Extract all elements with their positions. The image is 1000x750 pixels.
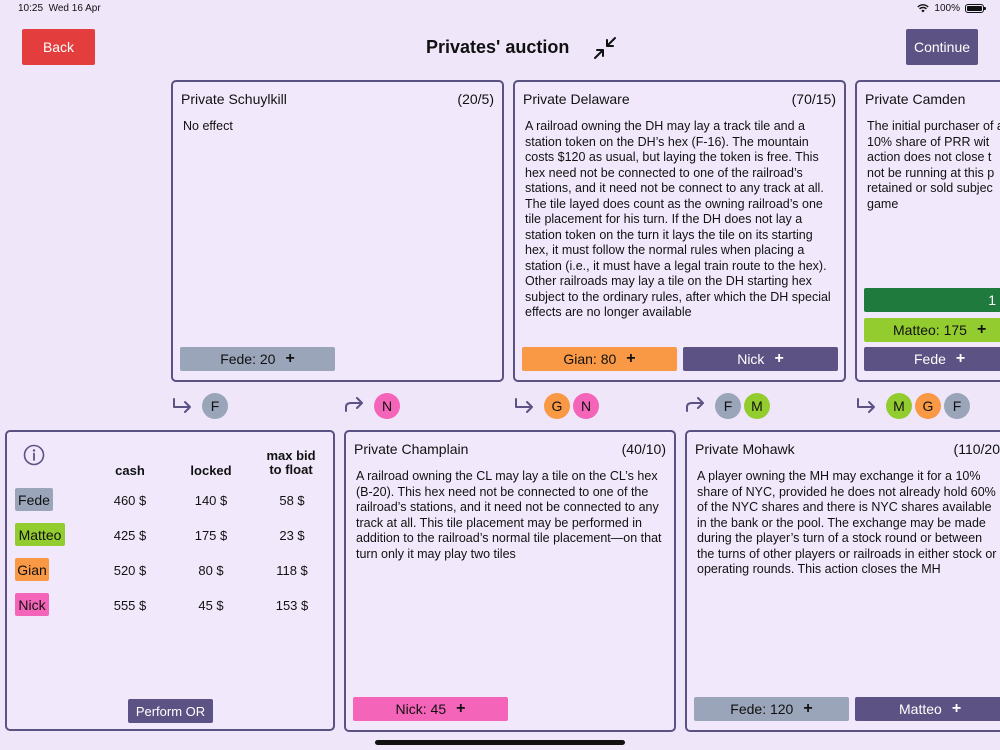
card-header: Private Champlain (40/10) [354,441,666,457]
bid-button-fede[interactable]: Fede: 20 + [180,347,335,371]
locked-value: 80 $ [198,563,224,578]
player-name-gian: Gian [15,558,49,581]
player-token: F [715,393,741,419]
cash-value: 425 $ [113,528,147,543]
private-value: (40/10) [621,441,666,457]
bid-button-matteo[interactable]: Matteo: 175 + [864,318,1000,342]
private-description: The initial purchaser of a 10% share of … [867,119,1000,211]
players-panel: cash locked max bid to float Fede 460 $ … [5,430,335,731]
cash-value: 460 $ [113,493,147,508]
plus-icon: + [951,700,962,717]
private-name: Private Camden [865,91,966,107]
maxbid-value: 23 $ [279,528,305,543]
private-card-mohawk: Private Mohawk (110/20 A player owning t… [685,430,1000,732]
card-header: Private Delaware (70/15) [523,91,836,107]
turn-order-arrow-icon [686,397,704,412]
maxbid-value: 58 $ [279,493,305,508]
player-name-matteo: Matteo [15,523,65,546]
info-icon[interactable] [23,444,45,466]
private-name: Private Champlain [354,441,469,457]
private-card-camden: Private Camden The initial purchaser of … [855,80,1000,382]
header-cash: cash [115,463,145,478]
header-locked: locked [190,463,232,478]
turn-order-arrow-icon [173,398,191,413]
back-button[interactable]: Back [22,29,95,65]
status-time: 10:25 Wed 16 Apr [18,3,101,14]
plus-icon: + [955,350,966,367]
bid-label: Fede: 20 [220,351,276,367]
header-maxbid: max bid to float [266,448,316,477]
battery-icon [965,4,986,13]
turn-order-arrow-icon [345,397,363,412]
card-header: Private Camden [865,91,992,107]
turn-order-arrow-icon [515,398,533,413]
private-description: A railroad owning the CL may lay a tile … [356,469,662,561]
continue-button[interactable]: Continue [906,29,978,65]
bid-button-matteo[interactable]: Matteo + [855,697,1000,721]
plus-icon: + [803,700,813,717]
bid-button-gian[interactable]: Gian: 80 + [522,347,677,371]
player-name-fede: Fede [15,488,53,511]
bid-label: Matteo [899,701,942,717]
private-card-delaware: Private Delaware (70/15) A railroad owni… [513,80,846,382]
status-right: 100% [917,3,986,14]
perform-or-button[interactable]: Perform OR [128,699,213,723]
battery-percent: 100% [934,3,960,14]
player-token: G [915,393,941,419]
page-title: Privates' auction [426,37,570,57]
private-description: A railroad owning the DH may lay a track… [525,119,831,319]
private-name: Private Delaware [523,91,630,107]
private-card-schuylkill: Private Schuylkill (20/5) No effect Fede… [171,80,504,382]
turn-order-arrow-icon [857,398,875,413]
home-indicator[interactable] [375,740,625,745]
status-bar: 10:25 Wed 16 Apr 100% [0,0,1000,18]
bid-label: 1 [988,292,996,308]
bid-label: Fede: 120 [730,701,794,717]
plus-icon: + [626,350,636,367]
bid-button-fede[interactable]: Fede + [864,347,1000,371]
locked-value: 175 $ [194,528,228,543]
cash-value: 520 $ [113,563,147,578]
private-description: A player owning the MH may exchange it f… [697,469,997,576]
wifi-icon [917,4,930,13]
plus-icon: + [456,700,466,717]
private-value: (70/15) [791,91,836,107]
maxbid-value: 153 $ [275,598,309,613]
player-token: M [744,393,770,419]
cash-value: 555 $ [113,598,147,613]
bid-label: Gian: 80 [563,351,617,367]
bid-label: Fede [914,351,946,367]
bid-button-nick[interactable]: Nick: 45 + [353,697,508,721]
bid-label: Nick [737,351,765,367]
plus-icon: + [976,321,987,338]
player-token: F [944,393,970,419]
private-value: (20/5) [457,91,494,107]
private-name: Private Mohawk [695,441,795,457]
private-value: (110/20 [953,441,1000,457]
locked-value: 45 $ [198,598,224,613]
private-name: Private Schuylkill [181,91,287,107]
private-card-champlain: Private Champlain (40/10) A railroad own… [344,430,676,732]
collapse-icon[interactable] [592,35,618,61]
card-header: Private Mohawk (110/20 [695,441,1000,457]
maxbid-value: 118 $ [276,563,308,578]
bid-button-nick[interactable]: Nick + [683,347,838,371]
plus-icon: + [285,350,295,367]
player-token: N [573,393,599,419]
player-token: G [544,393,570,419]
private-description: No effect [183,119,233,133]
bid-label: Matteo: 175 [893,322,967,338]
bid-button-fede[interactable]: Fede: 120 + [694,697,849,721]
card-header: Private Schuylkill (20/5) [181,91,494,107]
bid-label: Nick: 45 [395,701,447,717]
current-bid-bar: 1 [864,288,1000,312]
player-token: M [886,393,912,419]
player-token: N [374,393,400,419]
plus-icon: + [774,350,784,367]
player-name-nick: Nick [15,593,49,616]
player-token: F [202,393,228,419]
locked-value: 140 $ [194,493,228,508]
